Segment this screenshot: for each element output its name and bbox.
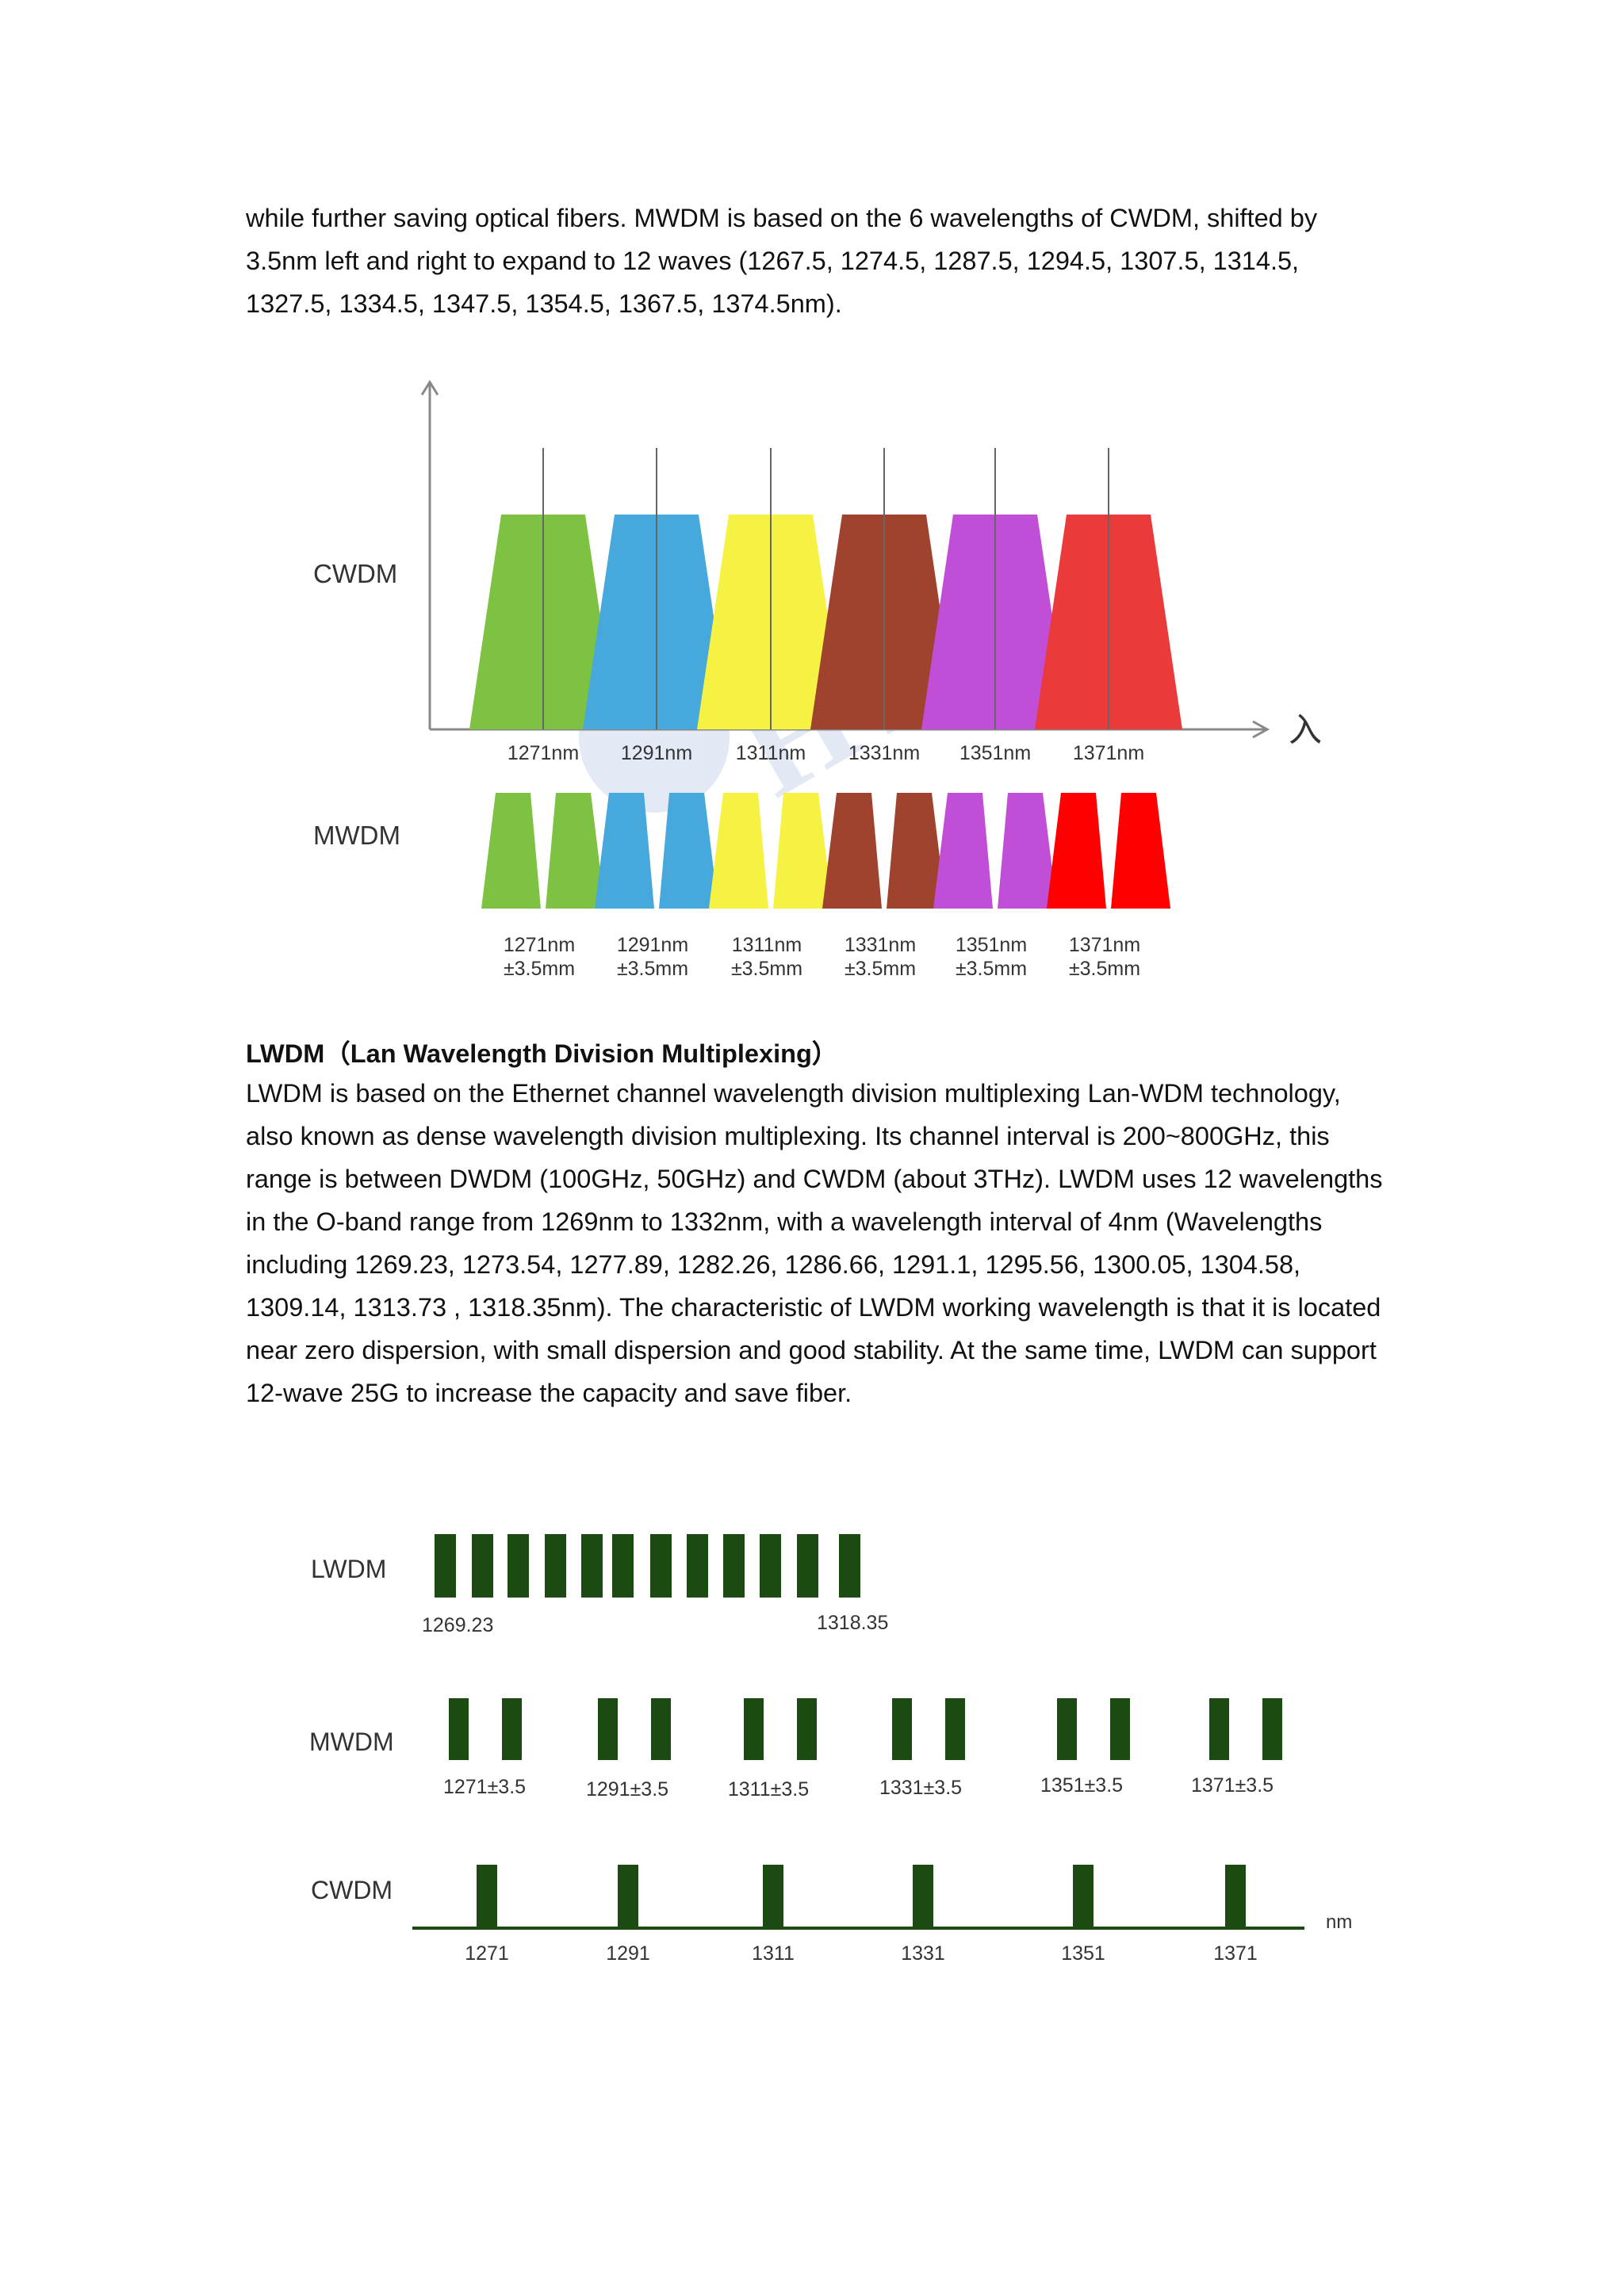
lwdm-mwdm-cwdm-comparison: LWDM MWDM CWDM 1269.23 1318.35 nm 1271±3…: [309, 1534, 1352, 1965]
lwdm-channel-bar: [472, 1534, 493, 1598]
mwdm-channel-bar-left: [598, 1698, 618, 1760]
mwdm-left-channel: [1047, 793, 1106, 909]
mwdm-tolerance-label: ±3.5mm: [845, 958, 916, 980]
cwdm-mwdm-diagram: HYC 入 CWDM MWDM 1271nm1291nm1311nm1331nm…: [313, 380, 1322, 980]
x-axis-arrow-icon: [1252, 720, 1270, 739]
mwdm-channel-label: 1371±3.5: [1191, 1774, 1274, 1797]
lwdm-bars: [435, 1534, 860, 1598]
lwdm-heading: LWDM（Lan Wavelength Division Multiplexin…: [246, 1039, 838, 1068]
mwdm-right-channel: [773, 793, 833, 909]
cwdm-wavelength-label: 1371nm: [1073, 742, 1144, 764]
mwdm-row-label-2: MWDM: [309, 1728, 394, 1756]
mwdm-right-channel: [1111, 793, 1170, 909]
cwdm-wavelength-label: 1271nm: [508, 742, 579, 764]
mwdm-wavelength-label: 1271nm: [504, 934, 575, 956]
cwdm-channel-label: 1311: [752, 1942, 795, 1965]
cwdm-wavelength-label: 1291nm: [621, 742, 692, 764]
mwdm-channel-bar-left: [1209, 1698, 1229, 1760]
mwdm-right-channel: [998, 793, 1057, 909]
lwdm-channel-bar: [435, 1534, 456, 1598]
lwdm-channel-bar: [839, 1534, 860, 1598]
lwdm-channel-bar: [581, 1534, 603, 1598]
mwdm-left-channel: [481, 793, 541, 909]
mwdm-channel-bar-right: [651, 1698, 671, 1760]
lwdm-start-label: 1269.23: [422, 1614, 493, 1636]
cwdm-row-label-2: CWDM: [311, 1876, 393, 1904]
mwdm-tolerance-label: ±3.5mm: [731, 958, 802, 980]
lwdm-channel-bar: [687, 1534, 708, 1598]
mwdm-left-channel: [822, 793, 882, 909]
lwdm-channel-bar: [723, 1534, 745, 1598]
cwdm-channel-label: 1271: [465, 1942, 509, 1965]
mwdm-channel-label: 1271±3.5: [443, 1776, 526, 1798]
cwdm-wavelength-label: 1331nm: [848, 742, 920, 764]
mwdm-tolerance-label: ±3.5mm: [1069, 958, 1140, 980]
mwdm-channel-bar-right: [945, 1698, 965, 1760]
mwdm-row-label: MWDM: [313, 821, 400, 850]
cwdm-channel-label: 1371: [1213, 1942, 1258, 1965]
mwdm-left-channel: [933, 793, 993, 909]
mwdm-tolerance-label: ±3.5mm: [617, 958, 688, 980]
mwdm-channel-bar-right: [797, 1698, 817, 1760]
mwdm-right-channel: [887, 793, 946, 909]
mwdm-channel-bar-left: [449, 1698, 469, 1760]
lwdm-channel-bar: [797, 1534, 818, 1598]
lwdm-paragraph: LWDM is based on the Ethernet channel wa…: [246, 1079, 1383, 1407]
cwdm-channel-label: 1331: [901, 1942, 945, 1965]
mwdm-channel-label: 1351±3.5: [1040, 1774, 1123, 1797]
mwdm-channel-label: 1291±3.5: [586, 1778, 668, 1800]
cwdm-channel-label: 1351: [1061, 1942, 1105, 1965]
cwdm-channel-bar: [1073, 1865, 1094, 1928]
mwdm-channel-bar-right: [502, 1698, 522, 1760]
mwdm-wavelength-label: 1311nm: [732, 934, 802, 956]
cwdm-channel-bar: [1225, 1865, 1246, 1928]
mwdm-channel-bar-left: [1057, 1698, 1077, 1760]
mwdm-wavelength-label: 1291nm: [617, 934, 688, 956]
lwdm-end-label: 1318.35: [817, 1612, 888, 1634]
cwdm-row-label: CWDM: [313, 559, 397, 588]
mwdm-channel-label: 1331±3.5: [879, 1777, 962, 1799]
lwdm-channel-bar: [650, 1534, 672, 1598]
mwdm-tolerance-label: ±3.5mm: [956, 958, 1027, 980]
mwdm-wavelength-label: 1371nm: [1069, 934, 1140, 956]
mwdm-right-channel: [659, 793, 718, 909]
cwdm-channels: 1271nm 1291nm 1311nm 1331nm 1351nm 1371nm: [469, 448, 1182, 764]
cwdm-channel-bar: [477, 1865, 497, 1928]
lwdm-channel-bar: [612, 1534, 634, 1598]
mwdm-left-channel: [709, 793, 768, 909]
mwdm-channel-bar-right: [1110, 1698, 1130, 1760]
cwdm-wavelength-label: 1311nm: [736, 742, 806, 764]
mwdm-tolerance-label: ±3.5mm: [504, 958, 575, 980]
cwdm-bars: 1271 1291 1311 1331 1351 1371: [465, 1865, 1258, 1965]
lwdm-channel-bar: [545, 1534, 566, 1598]
mwdm-channel-bar-left: [892, 1698, 912, 1760]
axis-lambda-symbol: 入: [1289, 711, 1322, 748]
mwdm-left-channel: [595, 793, 654, 909]
y-axis-arrow-icon: [420, 380, 439, 396]
lwdm-channel-bar: [760, 1534, 781, 1598]
lwdm-row-label: LWDM: [311, 1555, 386, 1583]
cwdm-channel-bar: [763, 1865, 783, 1928]
mwdm-channel-bar-right: [1262, 1698, 1282, 1760]
mwdm-channels: 1271nm±3.5mm1291nm±3.5mm1311nm±3.5mm1331…: [481, 793, 1170, 980]
mwdm-wavelength-label: 1331nm: [845, 934, 916, 956]
cwdm-channel-label: 1291: [606, 1942, 650, 1965]
intro-paragraph: while further saving optical fibers. MWD…: [246, 204, 1318, 318]
mwdm-channel-label: 1311±3.5: [728, 1778, 809, 1800]
cwdm-channel-bar: [913, 1865, 933, 1928]
unit-label: nm: [1326, 1911, 1352, 1933]
cwdm-channel-bar: [618, 1865, 638, 1928]
lwdm-channel-bar: [508, 1534, 529, 1598]
mwdm-channel-bar-left: [744, 1698, 764, 1760]
mwdm-bars: 1271±3.5 1291±3.5 1311±3.5 1331±3.5 1351±3.5…: [443, 1698, 1282, 1800]
mwdm-wavelength-label: 1351nm: [956, 934, 1027, 956]
mwdm-right-channel: [546, 793, 605, 909]
cwdm-wavelength-label: 1351nm: [959, 742, 1031, 764]
